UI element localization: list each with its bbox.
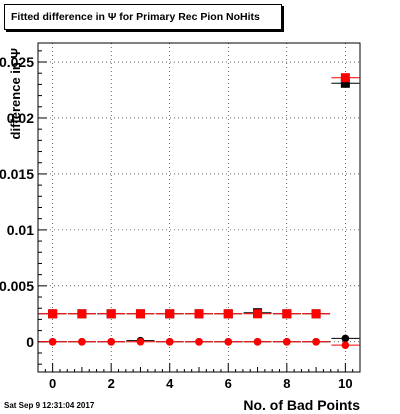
data-point (78, 337, 86, 346)
y-tick-label: 0.015 (0, 166, 34, 182)
y-axis-label: difference in Ψ (8, 48, 23, 139)
data-point (224, 337, 233, 346)
data-point (283, 337, 291, 346)
y-tick-label: 0.005 (0, 278, 34, 294)
data-point (194, 309, 204, 319)
data-point (312, 337, 320, 346)
series-1 (38, 73, 360, 319)
data-point (253, 309, 263, 319)
data-point (165, 309, 175, 319)
y-tick-label: 0.02 (7, 110, 34, 126)
data-point (341, 334, 350, 343)
data-point (48, 337, 57, 346)
data-point (311, 309, 321, 319)
series-3 (38, 337, 360, 349)
data-point (340, 78, 350, 88)
data-point (107, 337, 115, 346)
data-point (48, 309, 58, 319)
data-point (340, 73, 350, 83)
chart-title-box: Fitted difference in Ψ for Primary Rec P… (4, 4, 282, 30)
x-axis-label: No. of Bad Points (243, 397, 360, 413)
chart-title: Fitted difference in Ψ for Primary Rec P… (11, 11, 260, 23)
x-tick-label: 0 (49, 376, 56, 391)
data-point (136, 337, 145, 346)
y-tick-label: 0 (26, 334, 34, 350)
data-point (77, 309, 87, 319)
data-point (106, 309, 116, 319)
data-point (195, 337, 203, 346)
x-tick-label: 8 (283, 376, 290, 391)
data-point (282, 309, 292, 319)
x-tick-label: 6 (225, 376, 232, 391)
series-0 (38, 78, 360, 319)
y-tick-label: 0.025 (0, 54, 34, 70)
y-tick-label: 0.01 (7, 222, 34, 238)
data-point (341, 341, 350, 349)
data-point (135, 309, 145, 319)
x-tick-label: 10 (338, 376, 352, 391)
data-point (253, 337, 262, 346)
data-point (223, 309, 233, 319)
data-point (165, 337, 174, 346)
x-tick-label: 4 (166, 376, 174, 391)
plot-frame (37, 42, 361, 373)
x-tick-label: 2 (108, 376, 115, 391)
timestamp: Sat Sep 9 12:31:04 2017 (4, 401, 95, 410)
